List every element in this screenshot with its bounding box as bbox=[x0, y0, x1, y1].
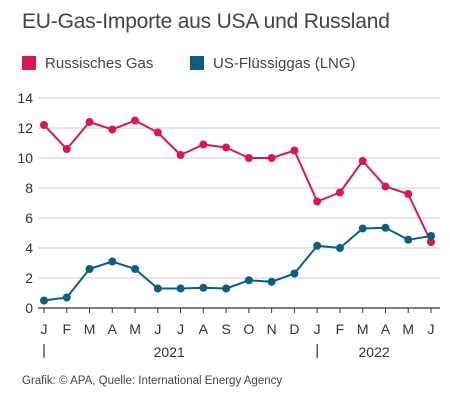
data-point-us-lng-8 bbox=[222, 284, 231, 293]
data-point-us-lng-16 bbox=[404, 235, 413, 244]
x-tick-label-17: J bbox=[428, 321, 435, 337]
data-point-russian-gas-1 bbox=[62, 145, 71, 153]
data-point-us-lng-15 bbox=[381, 223, 390, 232]
data-point-russian-gas-5 bbox=[153, 128, 162, 137]
data-point-russian-gas-8 bbox=[222, 143, 231, 152]
x-tick-label-5: J bbox=[154, 321, 161, 337]
legend-swatch-us-lng bbox=[190, 56, 204, 70]
data-point-russian-gas-3 bbox=[108, 125, 117, 134]
x-tick-label-2: M bbox=[84, 321, 96, 337]
data-point-russian-gas-15 bbox=[381, 182, 390, 191]
x-tick-label-15: A bbox=[381, 321, 391, 337]
legend-label-us-lng: US-Flüssiggas (LNG) bbox=[213, 54, 356, 72]
y-tick-label-8: 8 bbox=[25, 180, 33, 196]
data-point-us-lng-5 bbox=[153, 284, 162, 293]
data-point-us-lng-2 bbox=[85, 265, 94, 273]
legend-item-russian-gas: Russisches Gas bbox=[22, 54, 153, 72]
x-tick-label-3: A bbox=[108, 321, 118, 337]
data-point-russian-gas-13 bbox=[335, 188, 344, 197]
data-point-russian-gas-11 bbox=[290, 146, 299, 155]
data-point-russian-gas-0 bbox=[40, 121, 48, 129]
data-point-russian-gas-6 bbox=[176, 151, 185, 159]
x-tick-label-14: M bbox=[357, 321, 369, 337]
chart-title: EU-Gas-Importe aus USA und Russland bbox=[22, 10, 390, 33]
x-tick-label-16: M bbox=[402, 321, 414, 337]
x-tick-label-1: F bbox=[62, 321, 71, 337]
data-point-russian-gas-2 bbox=[85, 118, 94, 126]
data-point-us-lng-1 bbox=[62, 293, 71, 302]
x-tick-label-12: J bbox=[314, 321, 321, 337]
x-tick-label-8: S bbox=[221, 321, 230, 337]
series-line-russian-gas bbox=[43, 119, 432, 243]
x-tick-label-13: F bbox=[336, 321, 345, 337]
legend-label-russian-gas: Russisches Gas bbox=[45, 54, 154, 72]
x-tick-label-0: J bbox=[41, 321, 48, 337]
data-point-russian-gas-16 bbox=[404, 190, 413, 198]
data-point-us-lng-12 bbox=[313, 241, 322, 250]
data-point-us-lng-6 bbox=[176, 284, 185, 293]
x-tick-label-11: D bbox=[289, 321, 299, 337]
x-tick-label-10: N bbox=[267, 321, 277, 337]
data-point-us-lng-17 bbox=[427, 232, 435, 240]
data-point-russian-gas-14 bbox=[358, 157, 367, 165]
x-tick-label-9: O bbox=[243, 321, 254, 337]
data-point-russian-gas-12 bbox=[313, 197, 322, 206]
data-point-us-lng-9 bbox=[244, 276, 253, 285]
data-point-us-lng-4 bbox=[131, 265, 140, 273]
y-tick-label-14: 14 bbox=[17, 90, 33, 106]
data-point-us-lng-11 bbox=[290, 269, 299, 278]
data-point-russian-gas-4 bbox=[131, 116, 140, 125]
data-point-russian-gas-10 bbox=[267, 154, 276, 162]
y-tick-label-6: 6 bbox=[25, 210, 33, 226]
data-point-russian-gas-9 bbox=[244, 154, 253, 162]
legend-swatch-russian-gas bbox=[22, 56, 36, 70]
data-point-us-lng-10 bbox=[267, 277, 276, 286]
x-tick-label-6: J bbox=[177, 321, 184, 337]
y-tick-label-2: 2 bbox=[25, 270, 33, 286]
source-note: Grafik: © APA, Quelle: International Ene… bbox=[22, 375, 283, 387]
data-point-us-lng-7 bbox=[199, 283, 208, 292]
data-point-us-lng-13 bbox=[335, 244, 344, 252]
y-tick-label-10: 10 bbox=[17, 150, 33, 166]
x-tick-label-4: M bbox=[129, 321, 141, 337]
legend-item-us-lng: US-Flüssiggas (LNG) bbox=[190, 54, 356, 72]
y-tick-label-12: 12 bbox=[17, 120, 33, 136]
y-tick-label-4: 4 bbox=[25, 240, 33, 256]
series-line-us-lng bbox=[43, 226, 432, 302]
data-point-us-lng-3 bbox=[108, 257, 117, 266]
data-point-us-lng-14 bbox=[358, 224, 367, 233]
y-tick-label-0: 0 bbox=[25, 300, 33, 316]
data-point-russian-gas-17 bbox=[427, 238, 435, 246]
data-point-russian-gas-7 bbox=[199, 140, 208, 149]
data-point-us-lng-0 bbox=[40, 296, 48, 305]
year-label-2022: 2022 bbox=[359, 344, 390, 360]
year-label-2021: 2021 bbox=[154, 344, 185, 360]
x-tick-label-7: A bbox=[199, 321, 209, 337]
